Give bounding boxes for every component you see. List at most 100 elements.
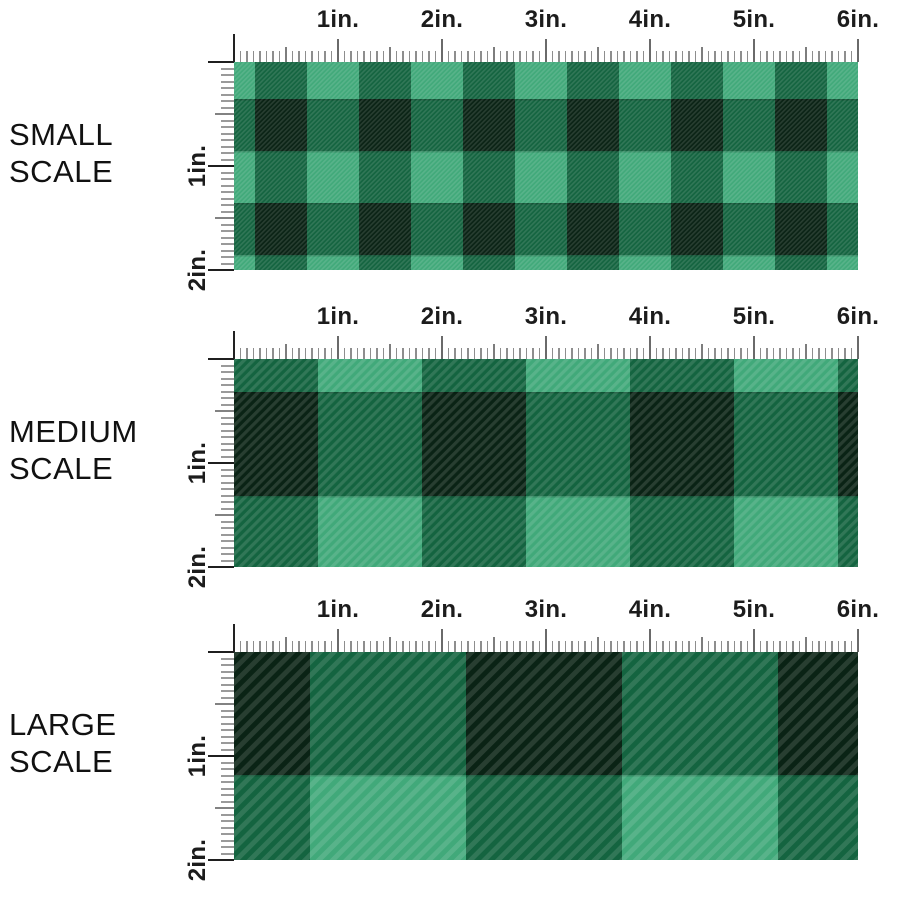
top-ruler-ticks	[0, 34, 900, 62]
ruler-tick	[408, 641, 411, 652]
ruler-tick	[506, 51, 508, 62]
ruler-tick	[506, 348, 508, 359]
ruler-tick	[278, 348, 281, 359]
ruler-tick	[805, 47, 807, 62]
ruler-tick	[460, 641, 463, 652]
ruler-tick	[208, 754, 234, 758]
ruler-tick	[434, 51, 437, 62]
ruler-tick	[779, 348, 781, 359]
ruler-tick	[221, 657, 234, 660]
ruler-tick	[221, 384, 234, 386]
ruler-tick	[221, 553, 234, 555]
ruler-tick	[792, 348, 794, 359]
ruler-tick	[208, 461, 234, 465]
ruler-tick	[512, 51, 515, 62]
ruler-tick	[221, 210, 234, 213]
ruler-tick	[272, 641, 274, 652]
ruler-tick	[369, 641, 372, 652]
ruler-tick	[727, 641, 729, 652]
ruler-tick	[571, 641, 573, 652]
ruler-tick	[208, 650, 234, 654]
top-ruler-ticks	[0, 624, 900, 652]
ruler-tick	[752, 39, 756, 62]
top-ruler-ticks	[0, 331, 900, 359]
ruler-tick	[467, 641, 469, 652]
ruler-tick	[434, 641, 437, 652]
top-ruler-labels: 1in. 2in. 3in. 4in. 5in. 6in.	[0, 303, 900, 331]
ruler-tick	[532, 641, 534, 652]
ruler-tick	[623, 348, 625, 359]
ruler-tick	[818, 348, 820, 359]
ruler-tick	[603, 348, 606, 359]
ruler-tick	[584, 51, 586, 62]
ruler-tick	[265, 51, 268, 62]
ruler-tick	[324, 641, 326, 652]
scale-title-line1: MEDIUM	[9, 414, 138, 449]
ruler-tick	[733, 641, 736, 652]
ruler-tick	[720, 348, 723, 359]
ruler-tick	[221, 93, 234, 96]
top-ruler-label: 5in.	[732, 6, 776, 33]
ruler-tick	[551, 51, 554, 62]
ruler-tick	[440, 39, 444, 62]
ruler-tick	[707, 348, 710, 359]
ruler-tick	[221, 794, 234, 796]
ruler-tick	[558, 348, 560, 359]
ruler-tick	[759, 348, 762, 359]
ruler-tick	[532, 348, 534, 359]
top-ruler-label: 3in.	[524, 303, 568, 330]
ruler-tick	[265, 641, 268, 652]
ruler-tick	[844, 51, 846, 62]
ruler-tick	[714, 641, 716, 652]
ruler-tick	[215, 703, 234, 705]
ruler-tick	[824, 51, 827, 62]
ruler-tick	[221, 145, 234, 148]
top-ruler-label: 4in.	[628, 6, 672, 33]
ruler-tick	[246, 348, 248, 359]
ruler-tick	[752, 336, 756, 359]
ruler-tick	[221, 152, 234, 154]
ruler-tick	[701, 344, 703, 359]
ruler-tick	[208, 268, 234, 272]
ruler-tick	[798, 641, 801, 652]
ruler-tick	[512, 641, 515, 652]
ruler-tick	[785, 348, 788, 359]
ruler-tick	[356, 348, 359, 359]
ruler-tick	[265, 348, 268, 359]
ruler-tick	[519, 348, 521, 359]
ruler-tick	[629, 51, 632, 62]
ruler-tick	[221, 839, 234, 842]
ruler-tick	[239, 51, 242, 62]
ruler-tick	[221, 481, 234, 484]
ruler-tick	[701, 637, 703, 652]
ruler-tick	[655, 51, 658, 62]
ruler-tick	[681, 348, 684, 359]
ruler-tick	[278, 51, 281, 62]
ruler-tick	[221, 787, 234, 790]
ruler-tick	[467, 51, 469, 62]
ruler-tick	[440, 629, 444, 652]
ruler-tick	[298, 641, 300, 652]
top-ruler-label: 6in.	[836, 596, 880, 623]
top-ruler-labels: 1in. 2in. 3in. 4in. 5in. 6in.	[0, 596, 900, 624]
ruler-tick	[824, 641, 827, 652]
ruler-tick	[215, 807, 234, 809]
ruler-tick	[221, 416, 234, 419]
ruler-tick	[221, 670, 234, 673]
ruler-tick	[720, 51, 723, 62]
ruler-tick	[221, 390, 234, 393]
ruler-tick	[421, 51, 424, 62]
ruler-tick	[831, 348, 833, 359]
ruler-tick	[285, 637, 287, 652]
ruler-tick	[473, 641, 476, 652]
ruler-tick	[311, 348, 313, 359]
ruler-tick	[208, 164, 234, 168]
ruler-tick	[597, 47, 599, 62]
ruler-tick	[221, 262, 234, 265]
ruler-tick	[551, 348, 554, 359]
ruler-tick	[232, 331, 236, 359]
scale-title-line1: LARGE	[9, 707, 117, 742]
ruler-tick	[590, 348, 593, 359]
ruler-tick	[454, 348, 456, 359]
ruler-tick	[221, 846, 234, 848]
